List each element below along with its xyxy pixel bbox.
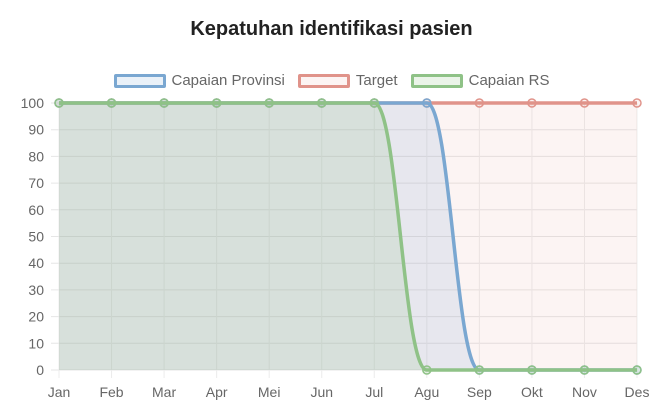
x-tick-label: Jun xyxy=(310,384,333,400)
data-point-capaian-rs xyxy=(106,98,117,108)
y-tick-label: 20 xyxy=(28,309,44,325)
y-tick-label: 100 xyxy=(21,95,45,111)
data-point-capaian-rs xyxy=(422,365,432,375)
data-point-capaian-rs xyxy=(159,98,169,108)
legend-swatch-target xyxy=(297,73,350,88)
x-tick-label: Agu xyxy=(414,384,439,400)
legend-label-target: Target xyxy=(355,72,398,89)
y-tick-label: 60 xyxy=(28,202,44,218)
data-point-capaian-rs xyxy=(54,98,64,108)
data-point-target xyxy=(632,98,642,108)
x-tick-label: Mei xyxy=(258,384,281,400)
data-point-target xyxy=(474,98,485,108)
chart-legend: Capaian Provinsi Target Capaian RS xyxy=(0,72,663,89)
y-tick-label: 40 xyxy=(28,255,44,271)
legend-item-capaian-rs[interactable]: Capaian RS xyxy=(410,72,550,89)
legend-item-target[interactable]: Target xyxy=(297,72,398,89)
y-tick-label: 80 xyxy=(28,148,44,164)
series-area-capaian-rs xyxy=(59,103,637,370)
x-tick-label: Jul xyxy=(365,384,383,400)
y-tick-label: 70 xyxy=(28,175,44,191)
y-tick-label: 90 xyxy=(28,122,44,138)
data-point-capaian-rs xyxy=(316,98,327,108)
y-tick-label: 30 xyxy=(28,282,44,298)
data-point-capaian-rs xyxy=(264,98,274,108)
legend-label-capaian-rs: Capaian RS xyxy=(468,72,550,89)
data-point-target xyxy=(579,98,590,108)
data-point-capaian-rs xyxy=(527,365,537,375)
legend-swatch-capaian-provinsi xyxy=(113,73,166,88)
legend-label-capaian-provinsi: Capaian Provinsi xyxy=(171,72,285,89)
x-tick-label: Nov xyxy=(572,384,597,400)
x-tick-label: Sep xyxy=(467,384,492,400)
x-tick-label: Feb xyxy=(99,384,123,400)
legend-item-capaian-provinsi[interactable]: Capaian Provinsi xyxy=(113,72,285,89)
x-tick-label: Apr xyxy=(206,384,228,400)
legend-swatch-capaian-rs xyxy=(410,73,463,88)
data-point-capaian-rs xyxy=(579,365,590,375)
data-point-target xyxy=(527,98,537,108)
y-tick-label: 50 xyxy=(28,229,44,245)
x-tick-label: Des xyxy=(625,384,650,400)
data-point-capaian-rs xyxy=(369,98,380,108)
x-tick-label: Mar xyxy=(152,384,176,400)
y-tick-label: 0 xyxy=(36,362,44,378)
series-area-capaian-provinsi xyxy=(59,103,637,370)
data-point-capaian-rs xyxy=(632,365,642,375)
data-point-capaian-rs xyxy=(211,98,222,108)
series-area-target xyxy=(59,103,637,370)
chart-title: Kepatuhan identifikasi pasien xyxy=(190,18,473,40)
x-tick-label: Okt xyxy=(521,384,543,400)
y-tick-label: 10 xyxy=(28,335,44,351)
x-tick-label: Jan xyxy=(48,384,71,400)
series-line-capaian-rs xyxy=(59,101,637,372)
data-point-capaian-provinsi xyxy=(422,98,432,108)
data-point-capaian-rs xyxy=(474,365,485,375)
